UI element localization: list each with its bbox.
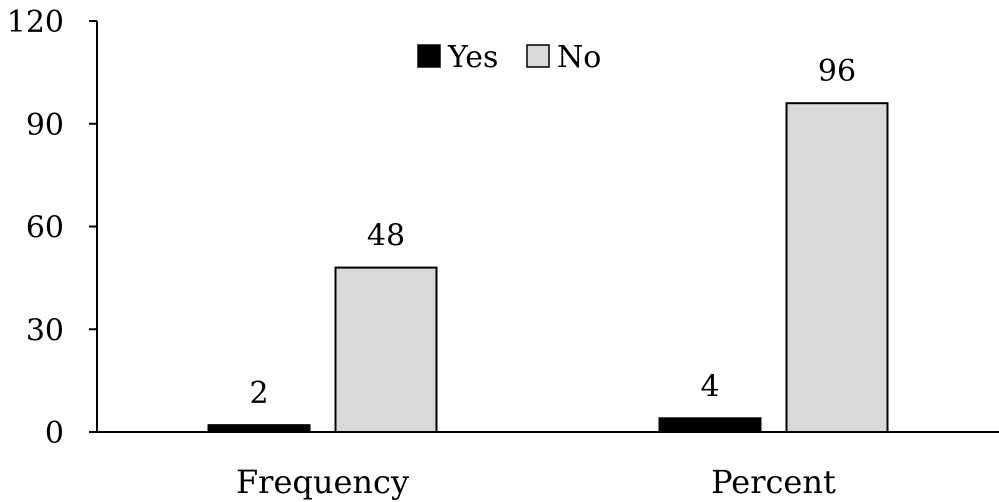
data-label-no-frequency: 48: [367, 219, 405, 254]
x-axis-category-labels: Frequency Percent: [236, 463, 836, 501]
legend: Yes No: [417, 40, 601, 75]
legend-label-no: No: [557, 40, 601, 75]
legend-label-yes: Yes: [447, 40, 498, 75]
y-tick-label: 30: [26, 313, 64, 348]
data-label-yes-percent: 4: [700, 369, 719, 404]
y-tick-label: 60: [26, 211, 64, 246]
bar-yes-frequency: [207, 424, 311, 433]
data-label-yes-frequency: 2: [249, 376, 268, 411]
x-category-label-frequency: Frequency: [236, 463, 409, 501]
bar-yes-percent: [658, 417, 762, 433]
bar-no-frequency: [334, 266, 438, 433]
x-category-label-percent: Percent: [711, 463, 836, 501]
legend-swatch-no: [526, 44, 550, 68]
legend-swatch-yes: [417, 44, 441, 68]
y-tick-label: 0: [45, 416, 64, 451]
data-label-no-percent: 96: [818, 54, 856, 89]
bars: [207, 102, 889, 433]
y-tick-label: 90: [26, 108, 64, 143]
y-axis-ticks: 0 30 60 90 120: [7, 5, 97, 451]
y-tick-label: 120: [7, 5, 64, 40]
data-labels: 2 48 4 96: [249, 54, 856, 411]
bar-no-percent: [785, 102, 889, 433]
